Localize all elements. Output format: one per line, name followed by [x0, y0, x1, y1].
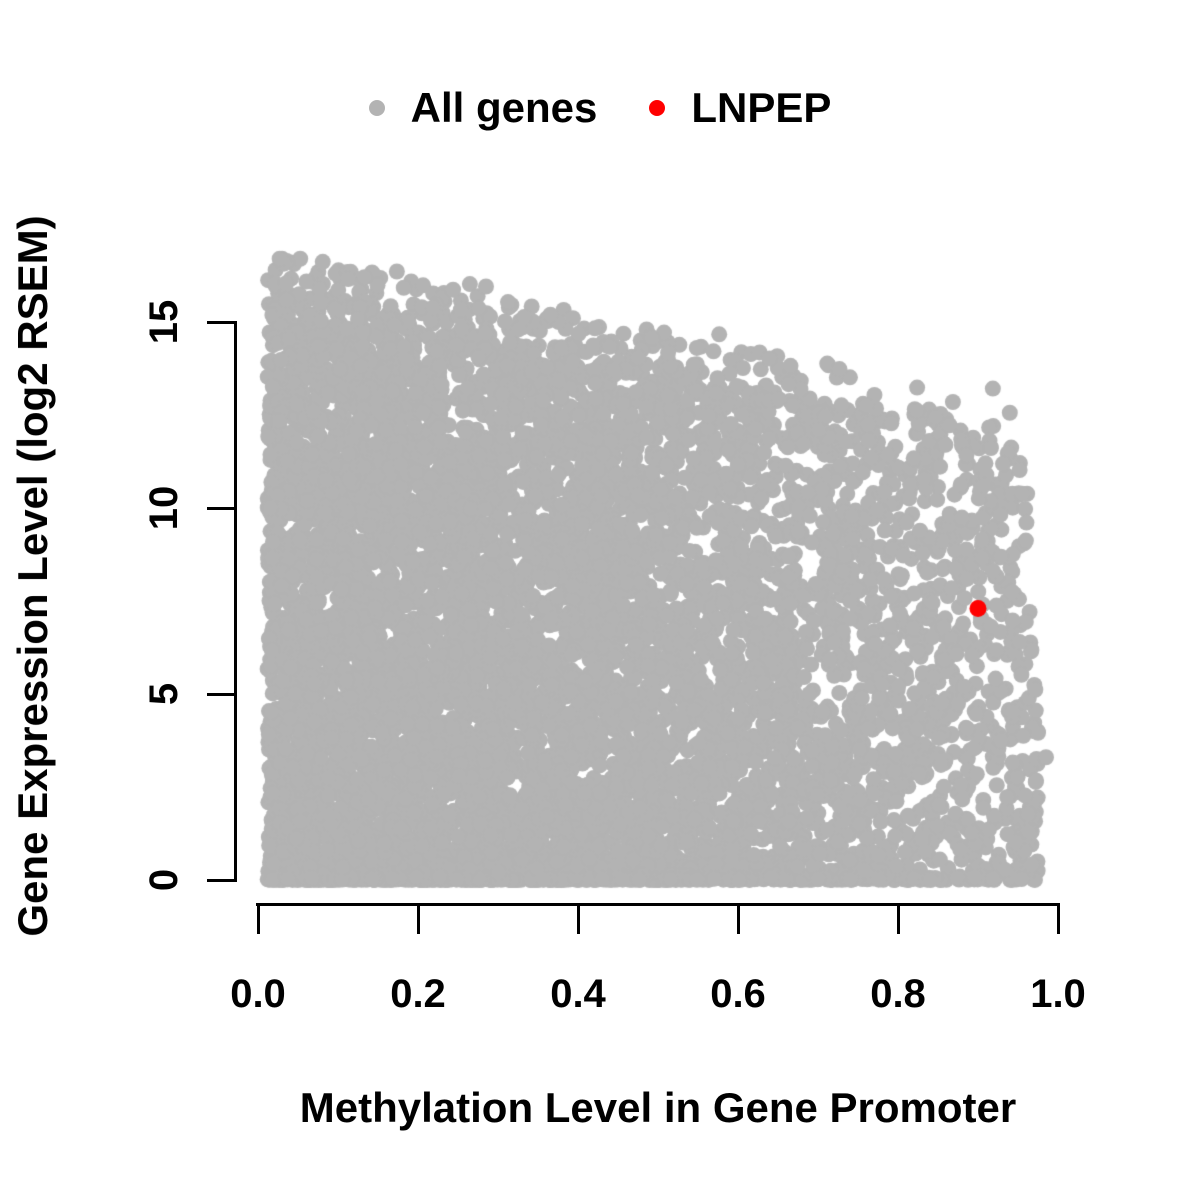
y-axis-line	[234, 321, 237, 882]
x-tick-mark	[736, 906, 740, 934]
x-tick-mark	[256, 906, 260, 934]
legend-item-lnpep: LNPEP	[649, 87, 831, 129]
x-tick-mark	[896, 906, 900, 934]
x-tick-label-0.8: 0.8	[870, 972, 926, 1016]
lnpep-dot-icon	[649, 100, 666, 116]
y-tick-mark	[207, 506, 234, 510]
x-tick-label-0.4: 0.4	[550, 972, 606, 1016]
x-tick-label-0.0: 0.0	[230, 972, 286, 1016]
y-tick-label-5: 5	[142, 682, 186, 706]
x-axis-line	[256, 903, 1060, 906]
legend-label-all-genes: All genes	[410, 84, 598, 131]
legend: All genes LNPEP	[0, 84, 1200, 132]
x-tick-label-0.6: 0.6	[710, 972, 766, 1016]
legend-label-lnpep: LNPEP	[691, 84, 832, 131]
x-tick-mark	[416, 906, 420, 934]
y-tick-mark	[207, 320, 234, 324]
y-tick-label-10: 10	[142, 485, 186, 531]
x-tick-label-0.2: 0.2	[390, 972, 446, 1016]
y-axis-title: Gene Expression Level (log2 RSEM)	[9, 215, 56, 937]
x-axis-title: Methylation Level in Gene Promoter	[299, 1084, 1017, 1131]
y-tick-mark	[207, 692, 234, 696]
x-tick-mark	[576, 906, 580, 934]
legend-item-all-genes: All genes	[368, 84, 598, 131]
y-tick-label-0: 0	[142, 868, 186, 892]
all-genes-dot-icon	[368, 100, 385, 116]
y-tick-mark	[207, 878, 234, 882]
y-tick-label-15: 15	[142, 299, 186, 345]
x-tick-label-1.0: 1.0	[1030, 972, 1086, 1016]
x-tick-mark	[1056, 906, 1060, 934]
